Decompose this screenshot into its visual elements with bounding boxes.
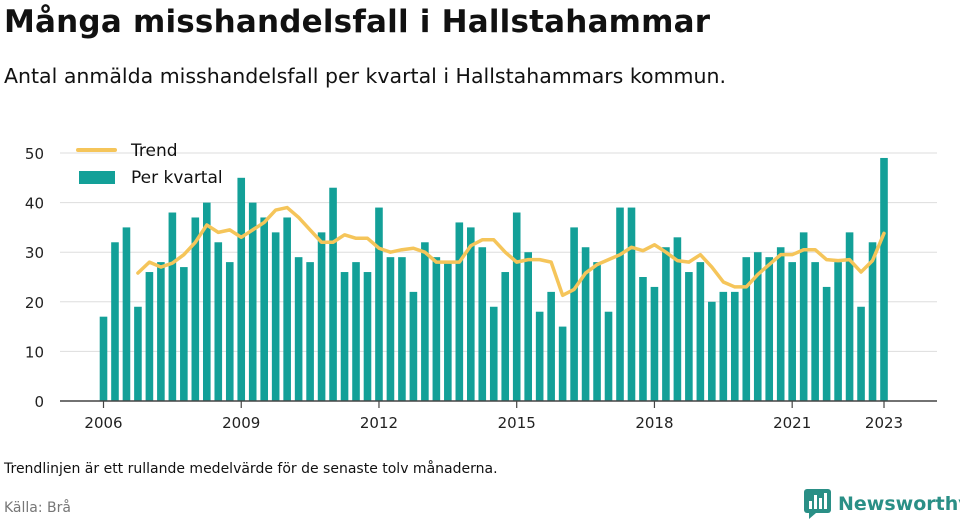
- bar-50: [673, 237, 682, 401]
- newsworthy-logo-text: Newsworthy: [838, 493, 960, 515]
- bar-15: [271, 232, 280, 401]
- legend-per-kvartal-swatch: [79, 171, 115, 184]
- x-axis: 2006 2009 2012 2015 2018 2021 2023: [60, 400, 937, 432]
- bar-16: [283, 217, 291, 401]
- bar-49: [662, 247, 670, 401]
- bar-20: [329, 187, 337, 401]
- bar-59: [776, 247, 785, 401]
- x-tick-label-2018: 2018: [635, 414, 673, 432]
- y-axis-tick-labels: 0 10 20 30 40 50: [25, 145, 44, 411]
- bar-43: [593, 262, 601, 401]
- bar-52: [696, 262, 705, 401]
- bar-38: [535, 311, 544, 401]
- bar-9: [203, 202, 211, 401]
- y-tick-label-10: 10: [25, 343, 44, 361]
- x-tick-label-2015: 2015: [498, 414, 536, 432]
- bar-60: [788, 262, 796, 401]
- bar-40: [558, 326, 567, 401]
- bar-24: [375, 207, 383, 401]
- bar-18: [306, 262, 314, 401]
- bar-68: [880, 157, 888, 401]
- x-tick-label-2009: 2009: [222, 414, 260, 432]
- bar-55: [730, 291, 739, 401]
- bar-22: [352, 262, 360, 401]
- bar-8: [191, 217, 200, 401]
- bar-56: [742, 257, 751, 401]
- bar-41: [570, 227, 578, 401]
- y-tick-label-40: 40: [25, 195, 44, 213]
- trend-line: [136, 205, 886, 298]
- bar-42: [581, 247, 590, 401]
- trend-line-group: [136, 205, 886, 298]
- bar-67: [868, 242, 877, 401]
- bar-7: [180, 267, 188, 401]
- y-tick-label-30: 30: [25, 244, 44, 262]
- x-tick-label-2021: 2021: [773, 414, 811, 432]
- legend: Trend Per kvartal: [76, 141, 223, 188]
- y-tick-label-0: 0: [34, 393, 44, 411]
- source-label: Källa: Brå: [4, 500, 71, 516]
- bar-29: [432, 257, 441, 401]
- bar-3: [134, 306, 142, 401]
- bar-34: [489, 306, 498, 401]
- bar-11: [225, 262, 234, 401]
- bar-54: [719, 291, 728, 401]
- bar-46: [627, 207, 636, 401]
- bar-33: [478, 247, 487, 401]
- bar-36: [512, 212, 521, 401]
- bar-14: [260, 217, 268, 401]
- bar-25: [386, 257, 395, 401]
- bars-per-kvartal: [99, 157, 888, 401]
- bar-35: [501, 272, 510, 401]
- bar-58: [765, 257, 774, 401]
- bar-5: [157, 262, 165, 401]
- bar-21: [340, 272, 349, 401]
- bar-17: [294, 257, 303, 401]
- bar-51: [685, 272, 693, 401]
- bar-61: [799, 232, 808, 401]
- bar-12: [237, 177, 246, 401]
- newsworthy-logo-icon: [804, 489, 831, 519]
- bar-39: [547, 291, 555, 401]
- y-tick-label-50: 50: [25, 145, 44, 163]
- bar-4: [145, 272, 154, 401]
- bar-62: [811, 262, 819, 401]
- bar-26: [398, 257, 406, 401]
- chart-subtitle: Antal anmälda misshandelsfall per kvarta…: [4, 64, 727, 88]
- bar-66: [857, 306, 865, 401]
- bar-23: [363, 272, 372, 401]
- bar-28: [421, 242, 429, 401]
- bar-53: [708, 301, 716, 401]
- bar-47: [639, 277, 647, 401]
- bar-31: [455, 222, 464, 401]
- bar-44: [604, 311, 613, 401]
- x-tick-label-2012: 2012: [360, 414, 398, 432]
- bar-64: [834, 262, 842, 401]
- legend-trend-label: Trend: [130, 141, 178, 161]
- bar-19: [317, 232, 326, 401]
- bar-1: [111, 242, 119, 401]
- bar-0: [99, 316, 108, 401]
- y-tick-label-20: 20: [25, 294, 44, 312]
- legend-per-kvartal-label: Per kvartal: [131, 168, 223, 188]
- chart-title: Många misshandelsfall i Hallstahammar: [4, 4, 711, 40]
- trend-footnote: Trendlinjen är ett rullande medelvärde f…: [4, 461, 498, 477]
- x-tick-label-2006: 2006: [84, 414, 122, 432]
- bar-63: [822, 286, 831, 401]
- bar-6: [168, 212, 177, 401]
- x-tick-label-2023: 2023: [865, 414, 903, 432]
- bar-27: [409, 291, 418, 401]
- bar-2: [122, 227, 131, 401]
- bar-65: [845, 232, 854, 401]
- bar-13: [248, 202, 257, 401]
- newsworthy-logo: Newsworthy: [804, 488, 960, 520]
- bar-57: [753, 252, 762, 401]
- bar-37: [524, 252, 532, 401]
- bar-45: [616, 207, 624, 401]
- bar-48: [650, 286, 659, 401]
- bar-32: [467, 227, 475, 401]
- bar-10: [214, 242, 223, 401]
- bar-30: [444, 262, 452, 401]
